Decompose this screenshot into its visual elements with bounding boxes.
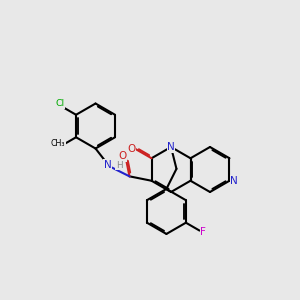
Text: N: N [167,142,175,152]
Text: N: N [230,176,238,186]
Text: N: N [104,160,112,170]
Text: O: O [127,144,136,154]
Text: Cl: Cl [56,99,64,108]
Text: O: O [118,151,126,161]
Text: F: F [200,227,206,237]
Text: H: H [116,161,122,170]
Text: CH₃: CH₃ [51,140,65,148]
